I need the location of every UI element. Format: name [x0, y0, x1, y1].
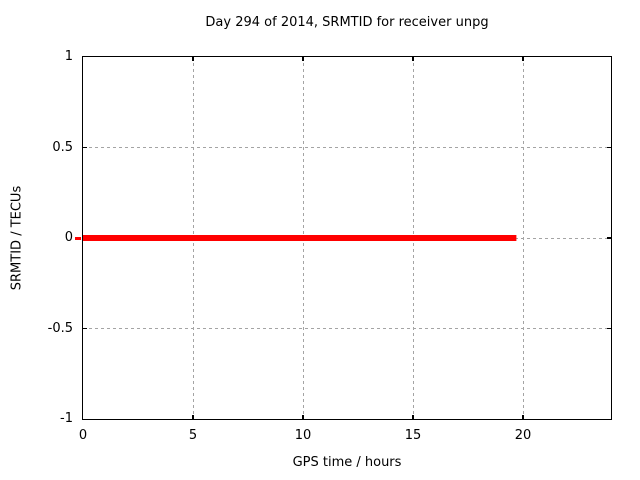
y-tick-mark-left: [83, 146, 87, 149]
chart-title: Day 294 of 2014, SRMTID for receiver unp…: [205, 15, 489, 30]
plot-area: 0 5 10 15 20 1 0.5 0 -0.5 -1: [48, 49, 612, 443]
x-tick-label: 15: [404, 428, 422, 443]
x-tick-mark-top: [522, 57, 524, 61]
x-axis-label: GPS time / hours: [292, 455, 402, 470]
x-tick-label: 10: [294, 428, 312, 443]
x-tick-mark-bottom: [522, 415, 524, 419]
x-tick-label: 5: [188, 428, 198, 443]
x-tick-mark-bottom: [412, 415, 414, 419]
y-tick-label: -0.5: [47, 320, 73, 336]
y-tick-label: -1: [60, 411, 73, 426]
y-tick-mark-right: [607, 327, 611, 330]
series-start-cap: [75, 236, 81, 240]
x-tick-mark-top: [192, 57, 194, 61]
x-tick-mark-top: [302, 57, 304, 61]
x-tick-label: 20: [514, 428, 532, 443]
x-tick-mark-bottom: [302, 415, 304, 419]
y-gridline: [83, 147, 611, 148]
x-tick-mark-bottom: [192, 415, 194, 419]
y-tick-label: 1: [64, 49, 73, 64]
y-tick-label: 0.5: [52, 139, 73, 155]
x-tick-label: 0: [78, 428, 88, 443]
y-tick-mark-right: [607, 146, 611, 149]
y-tick-label: 0: [64, 230, 73, 245]
x-tick-mark-top: [412, 57, 414, 61]
y-tick-mark-left: [83, 327, 87, 330]
y-tick-mark-right: [607, 237, 611, 239]
series-plot-canvas: [83, 235, 517, 241]
y-gridline: [83, 328, 611, 329]
